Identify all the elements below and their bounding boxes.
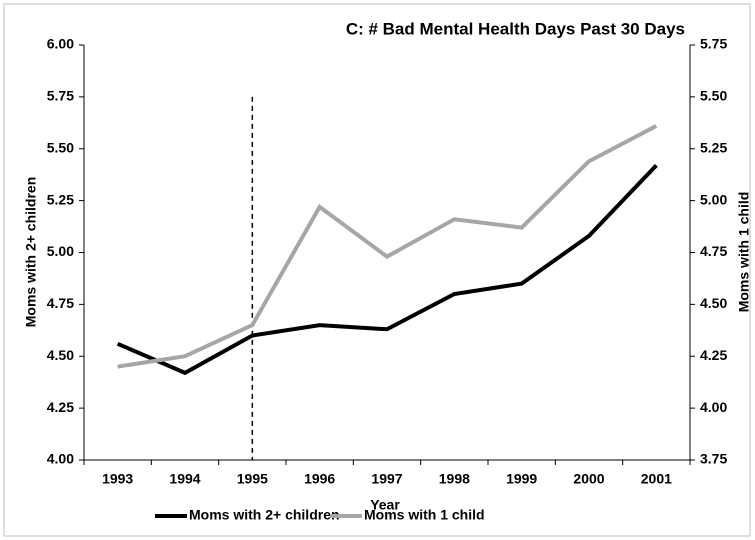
- x-tick-label: 1998: [439, 471, 470, 487]
- y2-tick-label: 5.00: [700, 191, 727, 207]
- y-tick-label: 5.50: [47, 139, 74, 155]
- y-tick-label: 4.00: [47, 451, 74, 467]
- legend-label: Moms with 1 child: [364, 507, 485, 523]
- y2-tick-label: 4.50: [700, 295, 727, 311]
- y-tick-label: 5.25: [47, 191, 74, 207]
- x-axis-label: Year: [370, 497, 400, 513]
- y-tick-label: 4.25: [47, 399, 74, 415]
- x-tick-label: 2000: [573, 471, 604, 487]
- x-tick-label: 1996: [304, 471, 335, 487]
- y-tick-label: 4.75: [47, 295, 74, 311]
- y-tick-label: 5.75: [47, 88, 74, 104]
- x-tick-label: 2001: [641, 471, 672, 487]
- y-tick-label: 4.50: [47, 347, 74, 363]
- y2-tick-label: 5.25: [700, 139, 727, 155]
- line-series: [116, 163, 658, 376]
- x-tick-label: 1993: [102, 471, 133, 487]
- x-tick-label: 1995: [237, 471, 268, 487]
- y2-tick-label: 3.75: [700, 451, 727, 467]
- y2-axis-label: Moms with 1 child: [736, 192, 752, 313]
- x-tick-label: 1997: [371, 471, 402, 487]
- y2-tick-label: 5.75: [700, 36, 727, 52]
- chart-title: C: # Bad Mental Health Days Past 30 Days: [346, 19, 685, 38]
- y-tick-label: 6.00: [47, 36, 74, 52]
- legend-label: Moms with 2+ children: [189, 507, 340, 523]
- y2-tick-label: 4.00: [700, 399, 727, 415]
- y-tick-label: 5.00: [47, 243, 74, 259]
- x-tick-label: 1994: [169, 471, 200, 487]
- y2-tick-label: 5.50: [700, 88, 727, 104]
- line-series: [117, 124, 658, 369]
- chart-border: [3, 3, 751, 537]
- y2-tick-label: 4.75: [700, 243, 727, 259]
- y2-tick-label: 4.25: [700, 347, 727, 363]
- y-axis-label: Moms with 2+ children: [23, 177, 39, 328]
- x-tick-label: 1999: [506, 471, 537, 487]
